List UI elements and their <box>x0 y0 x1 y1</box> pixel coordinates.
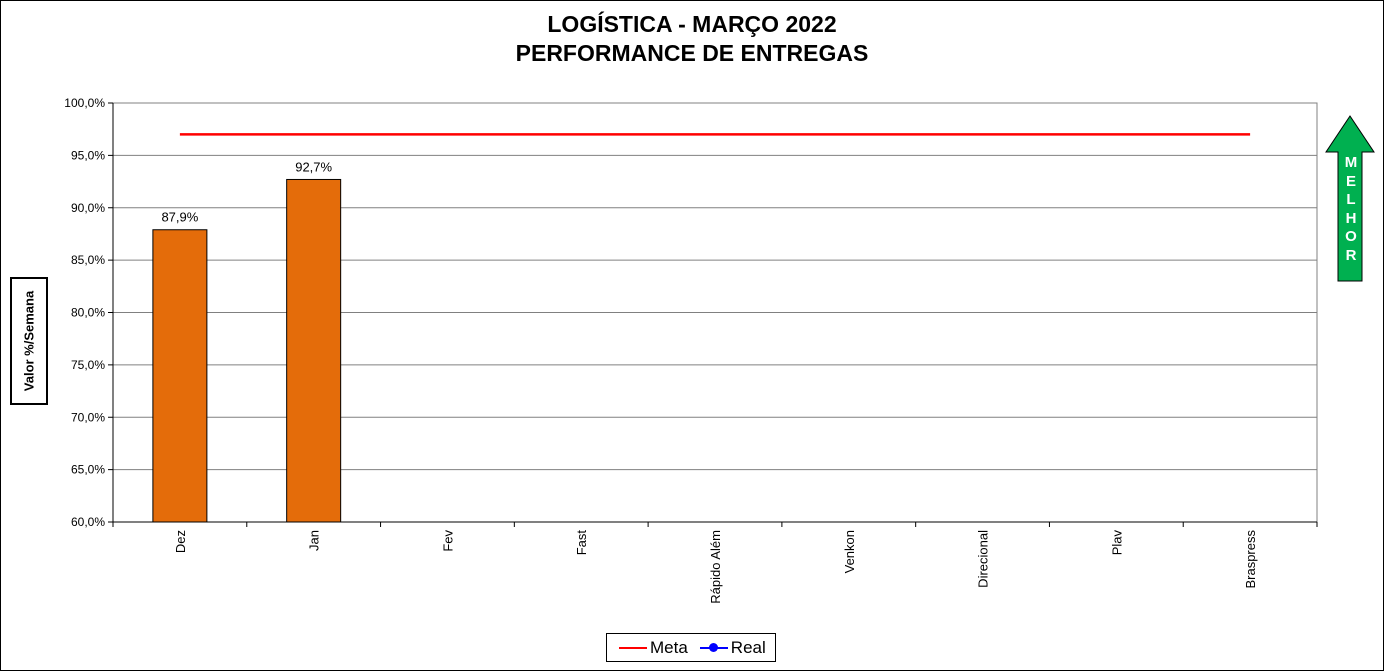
y-axis-label-box: Valor %/Semana <box>10 277 48 405</box>
x-tick-label: Fev <box>440 530 455 552</box>
y-tick-label: 100,0% <box>64 96 105 110</box>
x-tick-label: Rápido Além <box>708 530 723 604</box>
better-arrow-icon <box>1325 115 1375 282</box>
legend-meta-label: Meta <box>650 637 688 657</box>
legend-item-meta: Meta <box>619 638 688 658</box>
bar <box>152 229 208 523</box>
y-tick-label: 70,0% <box>71 410 105 424</box>
y-tick-label: 65,0% <box>71 463 105 477</box>
data-label: 87,9% <box>161 210 198 225</box>
y-tick-label: 80,0% <box>71 306 105 320</box>
chart-subtitle: PERFORMANCE DE ENTREGAS <box>515 40 869 66</box>
x-tick-label: Fast <box>574 530 589 556</box>
y-tick-label: 85,0% <box>71 253 105 267</box>
legend-meta-swatch <box>619 642 647 654</box>
indicator-letter: O <box>1345 228 1357 245</box>
indicator-letter: M <box>1344 154 1358 171</box>
x-tick-label: Venkon <box>842 530 857 573</box>
indicator-letter: E <box>1345 172 1356 190</box>
indicator-letter: H <box>1345 209 1357 227</box>
x-tick-label: Jan <box>307 530 322 551</box>
y-tick-label: 75,0% <box>71 358 105 372</box>
chart-title: LOGÍSTICA - MARÇO 2022 <box>547 11 837 37</box>
x-tick-label: Direcional <box>976 530 991 588</box>
data-label: 92,7% <box>295 159 332 174</box>
legend-item-real: Real <box>699 637 766 658</box>
legend: Meta Real <box>606 633 776 662</box>
x-tick-label: Dez <box>173 530 188 553</box>
y-tick-label: 95,0% <box>71 148 105 162</box>
x-tick-label: Plav <box>1109 530 1124 556</box>
y-tick-label: 60,0% <box>71 515 105 529</box>
legend-real-label: Real <box>730 637 766 657</box>
indicator-letter: R <box>1345 246 1357 264</box>
legend-real-swatch <box>699 642 728 654</box>
indicator-letter: L <box>1346 191 1356 208</box>
y-tick-label: 90,0% <box>71 201 105 215</box>
bar <box>286 178 342 523</box>
x-tick-label: Braspress <box>1243 530 1258 589</box>
